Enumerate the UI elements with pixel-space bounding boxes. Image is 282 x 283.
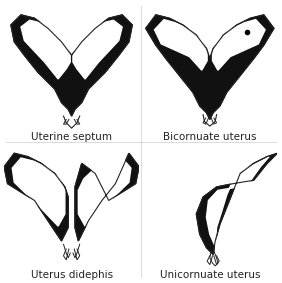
Text: Unicornuate uterus: Unicornuate uterus	[160, 270, 260, 280]
Polygon shape	[213, 20, 265, 70]
Polygon shape	[73, 20, 122, 79]
Polygon shape	[11, 15, 132, 116]
Polygon shape	[78, 158, 131, 226]
Polygon shape	[146, 15, 274, 119]
Text: Uterine septum: Uterine septum	[31, 132, 112, 142]
Polygon shape	[206, 156, 269, 246]
Polygon shape	[4, 153, 68, 241]
Text: Uterus didephis: Uterus didephis	[30, 270, 113, 280]
Polygon shape	[75, 153, 139, 241]
Polygon shape	[196, 153, 277, 254]
Polygon shape	[155, 20, 207, 70]
Polygon shape	[21, 20, 70, 79]
Polygon shape	[12, 158, 65, 226]
Text: Bicornuate uterus: Bicornuate uterus	[163, 132, 257, 142]
